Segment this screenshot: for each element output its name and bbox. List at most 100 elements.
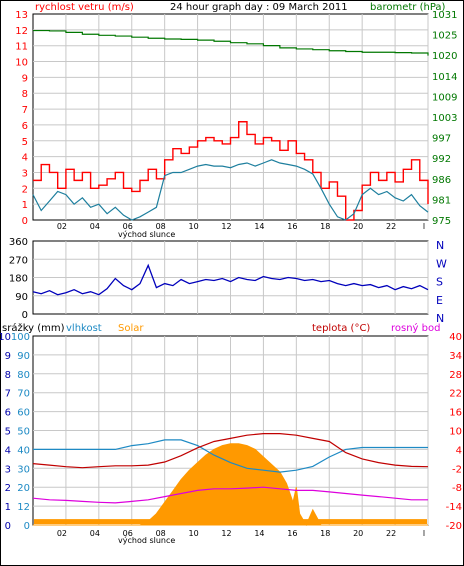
hour-tick-label: 20 — [353, 222, 363, 231]
rain-tick-label: 8 — [5, 370, 11, 381]
hour-tick-label: 16 — [287, 529, 297, 538]
hour-tick-label: 14 — [254, 222, 264, 231]
panel3-hour-labels: 02 04 06 08 10 12 14 16 18 20 22 l — [57, 529, 425, 538]
hour-tick-label: 12 — [221, 529, 231, 538]
rain-tick-label: 4 — [5, 445, 11, 456]
rain-tick-label: 9 — [5, 351, 11, 362]
hour-tick-label: l — [423, 529, 425, 538]
hour-tick-label: 14 — [254, 529, 264, 538]
panel3-series — [32, 433, 429, 527]
wind-tick-label: 12 — [15, 26, 28, 37]
hour-tick-label: 04 — [90, 529, 100, 538]
hour-tick-label: 06 — [123, 222, 133, 231]
humidity-tick-label: 80 — [17, 370, 30, 381]
pressure-tick-label: 981 — [432, 195, 451, 206]
pressure-tick-label: 997 — [432, 134, 451, 145]
hour-tick-label: 18 — [320, 529, 330, 538]
temperature-tick-labels: -20 -14 -8 -2 4 10 16 22 28 34 40 — [446, 332, 462, 532]
rain-bar — [34, 519, 427, 524]
rain-tick-labels: 0 1 2 3 4 5 6 7 8 9 10 — [0, 332, 11, 532]
wind-tick-label: 4 — [22, 153, 28, 164]
humidity-tick-label: 60 — [17, 408, 30, 419]
wind-tick-label: 5 — [22, 137, 28, 148]
humidity-tick-label: 70 — [17, 389, 30, 400]
temperature-tick-label: -14 — [446, 502, 462, 513]
pressure-tick-label: 992 — [432, 154, 451, 165]
rain-tick-label: 0 — [5, 521, 11, 532]
temperature-tick-label: -2 — [452, 464, 462, 475]
direction-tick-label: 0 — [22, 310, 28, 321]
temperature-tick-label: 34 — [449, 351, 462, 362]
direction-tick-label: 90 — [15, 292, 28, 303]
wind-average-line — [32, 159, 429, 221]
hour-tick-label: 08 — [156, 222, 166, 231]
temperature-line — [32, 433, 429, 469]
rain-tick-label: 6 — [5, 408, 11, 419]
humidity-tick-label: 0 — [24, 521, 30, 532]
hour-tick-label: 08 — [156, 529, 166, 538]
hour-tick-label: 18 — [320, 222, 330, 231]
sunrise-label-bottom: východ slunce — [118, 536, 175, 545]
wind-tick-label: 2 — [22, 184, 28, 195]
temperature-tick-label: 10 — [449, 427, 462, 438]
rain-tick-label: 2 — [5, 483, 11, 494]
temperature-tick-label: -20 — [446, 521, 462, 532]
temperature-axis-title: teplota (°C) — [312, 323, 370, 334]
wind-gust-line — [33, 121, 429, 221]
wind-tick-label: 3 — [22, 168, 28, 179]
compass-label: E — [436, 294, 443, 307]
wind-direction-line — [32, 263, 429, 296]
rain-tick-label: 5 — [5, 427, 11, 438]
pressure-tick-label: 986 — [432, 175, 451, 186]
hour-tick-label: 22 — [386, 222, 396, 231]
compass-label: N — [436, 239, 444, 252]
solar-series-title: Solar — [118, 323, 144, 334]
hour-tick-label: 10 — [188, 222, 198, 231]
temperature-tick-label: 28 — [449, 370, 462, 381]
wind-tick-label: 1 — [22, 200, 28, 211]
humidity-tick-label: 12 — [17, 502, 30, 513]
humidity-axis-title: vlhkost — [66, 323, 102, 334]
hour-tick-label: 20 — [353, 529, 363, 538]
panel1-series — [32, 29, 429, 221]
hour-tick-label: 16 — [287, 222, 297, 231]
compass-label: N — [436, 312, 444, 325]
wind-tick-label: 9 — [22, 73, 28, 84]
humidity-tick-label: 30 — [17, 464, 30, 475]
temperature-tick-label: 40 — [449, 332, 462, 343]
humidity-tick-label: 90 — [17, 351, 30, 362]
rain-tick-label: 1 — [5, 502, 11, 513]
pressure-tick-label: 975 — [432, 216, 451, 227]
direction-tick-label: 270 — [9, 255, 28, 266]
direction-tick-label: 360 — [9, 237, 28, 248]
hour-tick-label: 02 — [57, 529, 67, 538]
hour-tick-label: 02 — [57, 222, 67, 231]
chart-title: 24 hour graph day : 09 March 2011 — [170, 2, 348, 13]
wind-tick-label: 0 — [22, 216, 28, 227]
pressure-line — [33, 29, 429, 56]
wind-tick-label: 7 — [22, 105, 28, 116]
rain-tick-label: 10 — [0, 332, 11, 343]
temperature-tick-label: -8 — [452, 483, 462, 494]
humidity-line — [33, 439, 428, 473]
pressure-tick-label: 1003 — [432, 113, 457, 124]
wind-axis-title: rychlost vetru (m/s) — [35, 2, 134, 13]
rain-tick-label: 7 — [5, 389, 11, 400]
hour-tick-label: l — [423, 222, 425, 231]
dewpoint-series-title: rosný bod — [391, 322, 440, 334]
dewpoint-line — [32, 486, 428, 504]
pressure-tick-label: 1009 — [432, 92, 457, 103]
sunrise-label: východ slunce — [118, 230, 175, 239]
humidity-tick-label: 100 — [11, 332, 30, 343]
temperature-tick-label: 22 — [449, 389, 462, 400]
direction-degree-labels: 0 90 180 270 360 — [9, 237, 28, 321]
panel1-hour-labels: 02 04 06 08 10 12 14 16 18 20 22 l — [57, 222, 425, 231]
humidity-tick-label: 40 — [17, 445, 30, 456]
wind-tick-label: 6 — [22, 121, 28, 132]
pressure-tick-label: 1031 — [432, 10, 457, 21]
pressure-axis-title: barometr (hPa) — [370, 2, 446, 13]
temperature-tick-label: 4 — [456, 445, 462, 456]
humidity-tick-label: 50 — [17, 427, 30, 438]
